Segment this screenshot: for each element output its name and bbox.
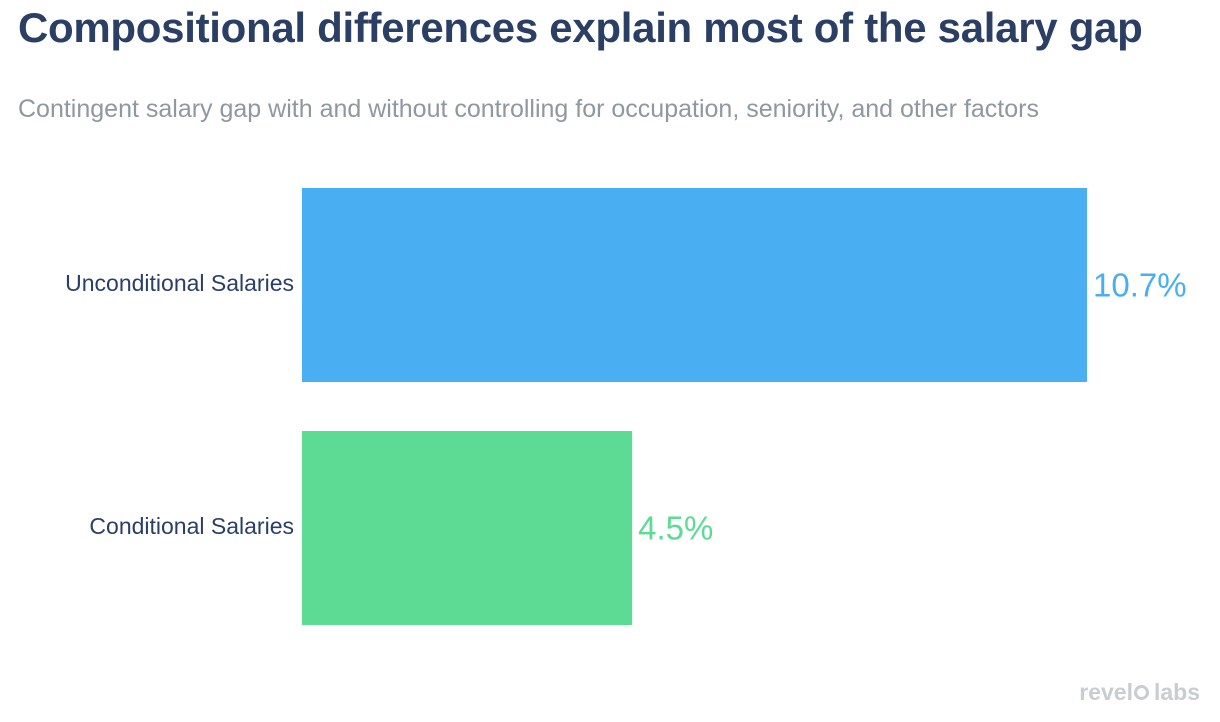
chart-title: Compositional differences explain most o… <box>18 4 1143 51</box>
logo-text-right: labs <box>1153 679 1200 705</box>
value-label: 10.7% <box>1093 267 1187 304</box>
category-label: Unconditional Salaries <box>65 270 294 296</box>
revelio-labs-logo: revel labs <box>1079 679 1200 706</box>
category-label: Conditional Salaries <box>89 513 294 539</box>
logo-mark-icon <box>1133 685 1149 700</box>
chart-subtitle: Contingent salary gap with and without c… <box>18 95 1039 123</box>
value-label: 4.5% <box>638 510 713 547</box>
logo-text-left: revel <box>1079 679 1133 705</box>
bar-conditional-salaries <box>302 431 633 625</box>
bar-unconditional-salaries <box>302 188 1087 382</box>
